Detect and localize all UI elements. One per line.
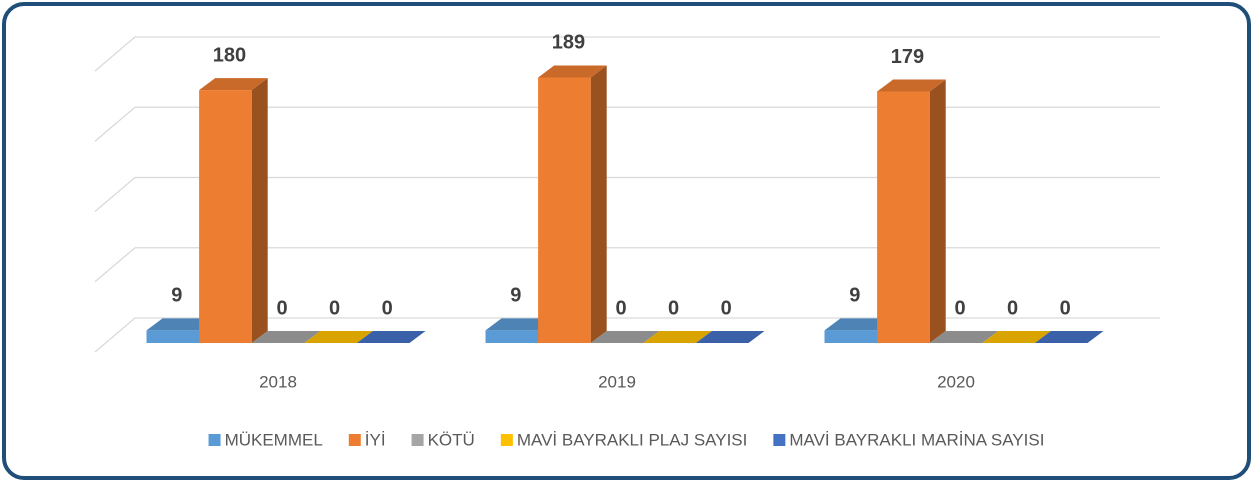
bar — [877, 79, 946, 343]
bar — [590, 331, 660, 343]
bar-top — [146, 318, 216, 331]
bar — [643, 331, 712, 343]
bar-front — [485, 330, 539, 343]
bar — [929, 331, 999, 343]
bar-top — [695, 331, 765, 343]
bar-side — [251, 78, 268, 343]
side-grid-line — [94, 36, 136, 72]
data-label: 0 — [615, 297, 626, 319]
side-grid-line — [94, 177, 136, 212]
bar-front — [199, 90, 252, 343]
x-tick-label: 2018 — [259, 372, 297, 391]
data-label: 9 — [171, 285, 182, 307]
bar-front — [824, 330, 878, 343]
legend-label: İYİ — [365, 430, 386, 449]
bar-top — [304, 331, 373, 343]
bar — [824, 318, 894, 343]
bar-top — [824, 318, 894, 331]
bar — [199, 78, 268, 343]
data-label: 180 — [213, 44, 246, 66]
data-label: 0 — [329, 297, 340, 319]
legend-swatch — [348, 434, 361, 446]
bar-top — [590, 331, 660, 343]
bar — [982, 331, 1051, 343]
data-label: 0 — [1060, 297, 1071, 319]
data-label: 9 — [849, 285, 860, 307]
bar — [304, 331, 373, 343]
bar-top — [1034, 331, 1104, 343]
bar-top — [485, 318, 555, 331]
bar — [695, 331, 765, 343]
legend-label: KÖTÜ — [428, 430, 475, 449]
data-label: 0 — [382, 297, 393, 319]
bar-side — [929, 79, 946, 343]
x-tick-label: 2019 — [598, 372, 636, 391]
bar-top — [643, 331, 712, 343]
data-label: 0 — [954, 297, 965, 319]
legend-swatch — [500, 434, 513, 446]
data-label: 0 — [721, 297, 732, 319]
legend-swatch — [208, 434, 221, 446]
bar-top — [877, 79, 946, 92]
data-label: 9 — [510, 285, 521, 307]
data-label: 0 — [1007, 297, 1018, 319]
bar-top — [251, 331, 321, 343]
legend-swatch — [411, 434, 424, 446]
data-label: 0 — [276, 297, 287, 319]
legend-label: MÜKEMMEL — [225, 430, 323, 449]
bar-top — [199, 78, 268, 91]
data-label: 179 — [891, 46, 924, 68]
legend: MÜKEMMEL İYİ KÖTÜ MAVİ BAYRAKLI PLAJ SAYISI… — [208, 430, 1044, 449]
bar — [538, 65, 607, 343]
bar — [1034, 331, 1104, 343]
bar-front — [877, 91, 930, 343]
bar-front — [146, 330, 200, 343]
bar — [356, 331, 426, 343]
legend-label: MAVİ BAYRAKLI MARİNA SAYISI — [789, 430, 1044, 449]
data-label: 189 — [552, 32, 585, 54]
bar-front — [538, 77, 591, 343]
side-grid-line — [94, 247, 136, 283]
bar-top — [356, 331, 426, 343]
data-label: 0 — [668, 297, 679, 319]
bar — [251, 331, 321, 343]
bar-top — [538, 65, 607, 78]
legend-swatch — [773, 434, 786, 446]
chart: 2018 9 180 0 0 0 2019 9 189 0 0 0 2020 9 179 0 0 0 MÜKEMME… — [94, 32, 1160, 449]
bar-top — [982, 331, 1051, 343]
legend-label: MAVİ BAYRAKLI PLAJ SAYISI — [517, 430, 748, 449]
side-grid-line — [94, 106, 136, 142]
side-grid-line — [94, 317, 136, 353]
bar-top — [929, 331, 999, 343]
bar-side — [590, 65, 607, 343]
x-tick-label: 2020 — [937, 372, 975, 391]
